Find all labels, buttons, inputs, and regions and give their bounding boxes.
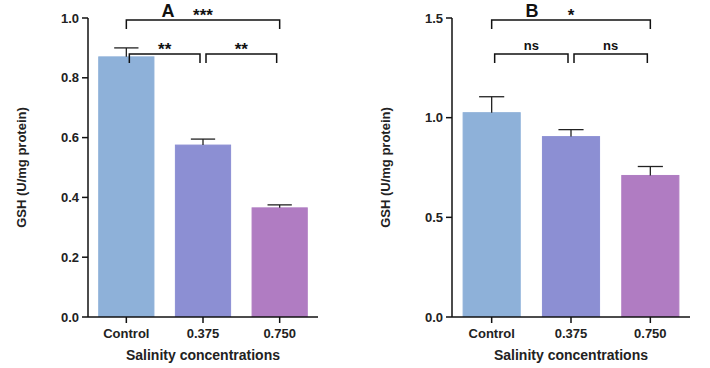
x-tick-label: 0.750 bbox=[263, 326, 296, 341]
y-tick bbox=[82, 256, 88, 258]
bar bbox=[175, 145, 230, 317]
x-tick-label: 0.375 bbox=[187, 326, 220, 341]
significance-bracket: ns bbox=[574, 38, 647, 63]
error-bar bbox=[638, 167, 663, 176]
x-tick bbox=[491, 317, 493, 323]
error-cap bbox=[114, 47, 138, 48]
y-tick-label: 1.0 bbox=[61, 11, 79, 26]
significance-label: ** bbox=[235, 40, 249, 59]
y-tick bbox=[82, 77, 88, 79]
bar bbox=[252, 208, 307, 317]
x-tick-label: 0.750 bbox=[634, 326, 667, 341]
x-tick bbox=[202, 317, 204, 323]
y-tick-label: 0.2 bbox=[61, 250, 79, 265]
bracket-line bbox=[574, 54, 647, 63]
error-bar bbox=[479, 97, 504, 113]
x-tick bbox=[279, 317, 281, 323]
error-bar bbox=[191, 139, 215, 145]
y-tick-label: 0.6 bbox=[61, 130, 79, 145]
error-stem bbox=[570, 130, 571, 137]
y-tick bbox=[446, 316, 452, 318]
x-axis-title: Salinity concentrations bbox=[126, 347, 280, 363]
x-tick bbox=[126, 317, 128, 323]
error-stem bbox=[126, 48, 127, 57]
y-tick bbox=[446, 17, 452, 19]
y-tick bbox=[82, 197, 88, 199]
panel: 0.0 0.2 0.4 0.6 0.8 1.0 Control 0.375 0.750 Salin… bbox=[14, 1, 318, 363]
y-tick-label: 0.5 bbox=[425, 210, 443, 225]
y-tick-label: 0.8 bbox=[61, 70, 79, 85]
significance-label: ** bbox=[158, 40, 172, 59]
y-tick-label: 0.0 bbox=[425, 310, 443, 325]
error-cap bbox=[268, 204, 292, 205]
error-cap bbox=[638, 166, 663, 167]
y-axis bbox=[451, 18, 453, 317]
significance-bracket: ** bbox=[206, 40, 277, 63]
significance-bracket: * bbox=[492, 6, 651, 29]
error-stem bbox=[491, 97, 492, 113]
y-tick-label: 0.4 bbox=[61, 190, 80, 205]
y-tick bbox=[446, 117, 452, 119]
significance-label: ns bbox=[524, 38, 539, 53]
significance-label: ns bbox=[603, 38, 618, 53]
x-axis-title: Salinity concentrations bbox=[494, 347, 648, 363]
bar bbox=[463, 113, 520, 317]
significance-bracket: *** bbox=[126, 6, 279, 29]
y-tick-label: 1.0 bbox=[425, 110, 443, 125]
y-axis bbox=[87, 18, 89, 317]
error-cap bbox=[558, 129, 583, 130]
panel-title: A bbox=[162, 1, 175, 21]
error-stem bbox=[650, 167, 651, 176]
marks bbox=[463, 97, 679, 317]
bracket-line bbox=[495, 54, 568, 63]
marks bbox=[99, 48, 308, 317]
error-bar bbox=[268, 205, 292, 208]
significance-label: *** bbox=[193, 6, 213, 25]
y-tick-label: 1.5 bbox=[425, 11, 443, 26]
error-bar bbox=[114, 48, 138, 57]
x-tick-label: 0.375 bbox=[555, 326, 588, 341]
y-tick bbox=[446, 217, 452, 219]
error-stem bbox=[202, 139, 203, 145]
chart-root: 0.0 0.2 0.4 0.6 0.8 1.0 Control 0.375 0.750 Salin… bbox=[0, 0, 710, 368]
y-tick bbox=[82, 17, 88, 19]
y-axis-title: GSH (U/mg protein) bbox=[14, 107, 29, 228]
error-cap bbox=[479, 96, 504, 97]
panel: 0.0 0.5 1.0 1.5 Control 0.375 0.750 Salinity co… bbox=[378, 1, 690, 363]
bar bbox=[622, 175, 679, 317]
y-tick-label: 0.0 bbox=[61, 310, 79, 325]
error-bar bbox=[558, 130, 583, 137]
y-tick bbox=[82, 137, 88, 139]
x-tick-label: Control bbox=[103, 326, 149, 341]
bar bbox=[542, 137, 599, 317]
significance-label: * bbox=[568, 6, 575, 25]
x-tick bbox=[650, 317, 652, 323]
significance-bracket: ns bbox=[495, 38, 568, 63]
bar bbox=[99, 57, 154, 317]
x-tick bbox=[570, 317, 572, 323]
y-tick bbox=[82, 316, 88, 318]
x-tick-label: Control bbox=[469, 326, 515, 341]
significance-bracket: ** bbox=[129, 40, 200, 63]
error-cap bbox=[191, 138, 215, 139]
panel-title: B bbox=[526, 1, 539, 21]
y-axis-title: GSH (U/mg protein) bbox=[378, 107, 393, 228]
